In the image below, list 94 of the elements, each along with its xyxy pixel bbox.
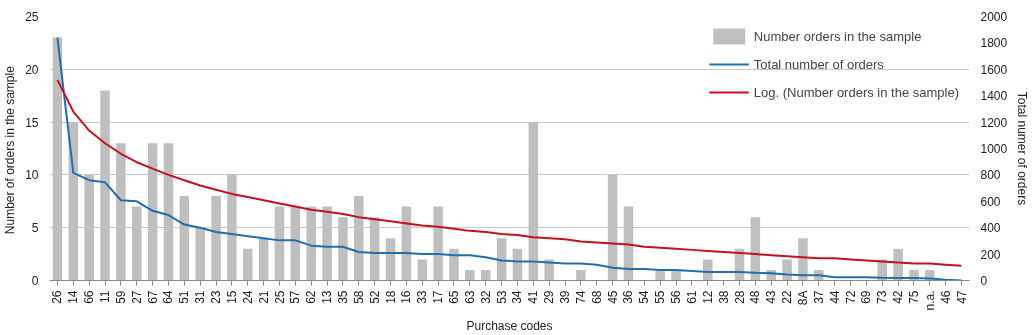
y2-tick-label: 200 <box>980 247 1001 262</box>
x-tick-label: 11 <box>98 290 113 303</box>
y2-tick-label: 1800 <box>980 36 1008 51</box>
x-tick-label: 64 <box>161 290 176 304</box>
x-tick-label: 29 <box>542 290 557 304</box>
x-tick-label: 26 <box>50 290 65 304</box>
bar <box>496 238 507 281</box>
x-tick-label: 32 <box>478 290 493 304</box>
y2-tick-label: 0 <box>980 274 988 288</box>
y2-tick-label: 400 <box>980 221 1001 236</box>
x-tick-label: 47 <box>954 290 969 304</box>
x-tick-label: 8A <box>795 290 810 306</box>
x-tick-label: 38 <box>716 290 731 304</box>
x-tick-label: 44 <box>827 290 842 304</box>
x-tick-label: 18 <box>383 290 398 304</box>
legend-label: Log. (Number orders in the sample) <box>753 84 959 100</box>
y2-tick-label: 2000 <box>980 10 1008 24</box>
line-series <box>56 78 963 267</box>
bar <box>449 248 459 281</box>
x-tick-label: 16 <box>399 290 414 304</box>
x-tick-label: 17 <box>431 290 446 304</box>
y-tick-label: 0 <box>31 274 39 288</box>
x-tick-label: 62 <box>304 290 319 304</box>
x-tick-label: 14 <box>66 290 81 304</box>
x-tick-label: 33 <box>415 290 430 304</box>
y2-tick-label: 1000 <box>980 142 1008 156</box>
x-tick-label: 42 <box>891 290 906 304</box>
x-tick-label: 37 <box>811 290 826 304</box>
x-tick-label: 15 <box>224 290 239 304</box>
y2-tick-label: 600 <box>980 194 1001 209</box>
bar <box>243 248 253 281</box>
x-tick-label: 13 <box>320 290 335 304</box>
x-tick-label: 73 <box>875 290 890 304</box>
x-tick-label: 53 <box>494 290 509 304</box>
x-tick-label: 74 <box>573 290 588 304</box>
x-tick-label: 75 <box>906 290 921 304</box>
legend-label: Number orders in the sample <box>753 28 922 44</box>
x-tick-label: 48 <box>748 290 763 304</box>
bar <box>703 259 713 281</box>
bar <box>465 269 475 281</box>
bar <box>576 269 586 281</box>
x-tick-label: 35 <box>335 290 350 304</box>
x-tick-label: 55 <box>653 290 668 304</box>
x-tick-label: 61 <box>684 290 699 304</box>
x-tick-label: 59 <box>113 290 128 304</box>
x-tick-label: 51 <box>177 290 192 304</box>
x-tick-label: 22 <box>780 290 795 304</box>
y2-tick-label: 1600 <box>980 62 1008 77</box>
x-tick-label: 65 <box>446 290 461 304</box>
bar <box>385 238 396 281</box>
x-tick-label: 56 <box>669 290 684 304</box>
x-tick-label: 45 <box>605 290 620 304</box>
x-tick-label: 43 <box>764 290 779 304</box>
y2-tick-label: 1200 <box>980 115 1008 130</box>
x-tick-label: 23 <box>209 290 224 304</box>
x-tick-label: 24 <box>240 290 255 304</box>
bar <box>195 227 205 281</box>
y-axis-title: Number of orders in the sample <box>3 65 18 235</box>
x-tick-label: 31 <box>193 290 208 304</box>
x-tick-label: 63 <box>462 290 477 304</box>
x-tick-label: 67 <box>145 290 160 304</box>
x-tick-label: 66 <box>82 290 97 304</box>
y2-tick-label: 800 <box>980 168 1001 183</box>
x-tick-label: 46 <box>938 290 953 304</box>
x-tick-label: 69 <box>859 290 874 304</box>
x-tick-label: 57 <box>288 290 303 304</box>
y-tick-label: 10 <box>25 168 39 183</box>
bar <box>417 259 428 281</box>
x-tick-label: 34 <box>510 290 525 304</box>
x-tick-label: 12 <box>700 290 715 304</box>
x-tick-label: 28 <box>732 290 747 304</box>
y-tick-label: 15 <box>25 115 39 130</box>
y2-axis-title: Total numer of orders <box>1015 91 1030 206</box>
x-tick-label: 72 <box>843 290 858 304</box>
y2-tick-label: 1400 <box>980 89 1008 104</box>
x-tick-label: 39 <box>558 290 573 304</box>
y-tick-label: 25 <box>25 10 39 24</box>
x-tick-label: 21 <box>256 290 271 304</box>
x-tick-label: n.a. <box>922 290 937 311</box>
x-tick-label: 27 <box>129 290 144 304</box>
y-tick-label: 20 <box>25 62 39 77</box>
bar <box>258 238 269 281</box>
x-tick-label: 54 <box>637 290 652 304</box>
x-tick-label: 52 <box>367 290 382 304</box>
x-tick-label: 36 <box>621 290 636 304</box>
x-tick-label: 25 <box>272 290 287 304</box>
bar <box>782 259 792 281</box>
x-tick-label: 41 <box>526 290 541 304</box>
y-tick-label: 5 <box>31 221 39 236</box>
x-axis-title: Purchase codes <box>466 318 553 333</box>
x-tick-label: 68 <box>589 290 604 304</box>
x-tick-label: 58 <box>351 290 366 304</box>
legend-label: Total number of orders <box>753 56 884 72</box>
bar <box>544 259 554 281</box>
